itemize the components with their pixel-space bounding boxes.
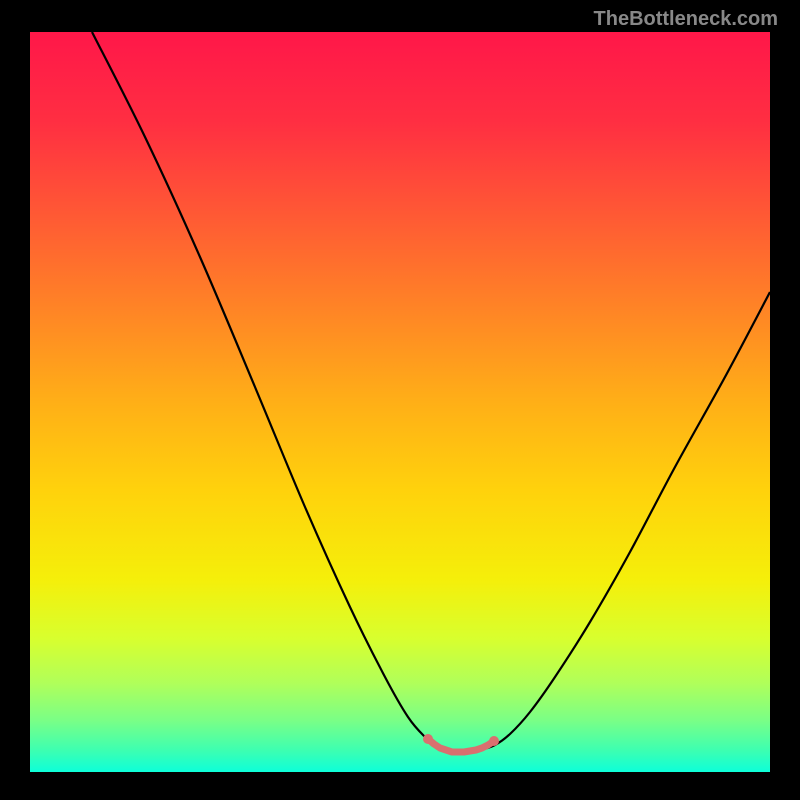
curve-overlay xyxy=(30,32,770,772)
main-curve xyxy=(92,32,770,752)
flat-segment-group xyxy=(423,734,499,752)
bottleneck-chart xyxy=(30,32,770,772)
watermark-text: TheBottleneck.com xyxy=(594,8,778,31)
